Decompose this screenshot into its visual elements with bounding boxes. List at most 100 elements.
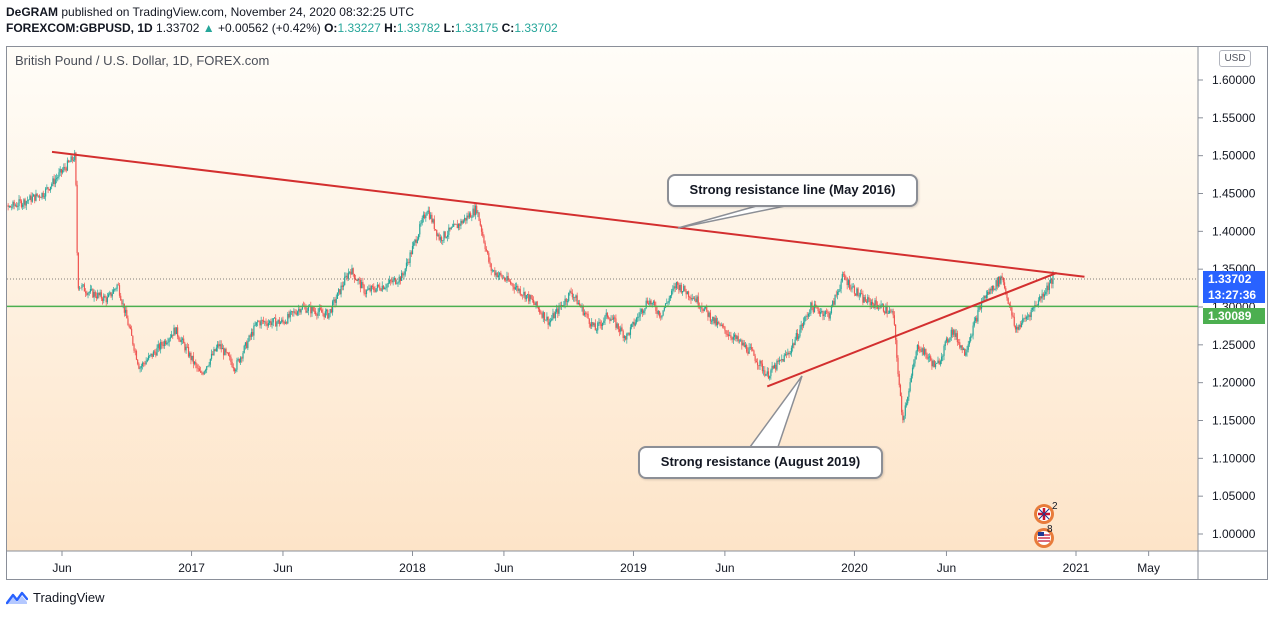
- candle-body: [59, 169, 61, 173]
- candle-body: [505, 279, 507, 281]
- candle-body: [66, 160, 69, 171]
- candle-body: [641, 309, 644, 314]
- candle-body: [925, 348, 927, 355]
- candle-body: [740, 340, 742, 341]
- candle-body: [195, 361, 197, 365]
- candle-body: [137, 359, 139, 364]
- candle-body: [513, 286, 515, 290]
- candle-body: [937, 360, 939, 363]
- candle-body: [817, 307, 819, 312]
- callout-resistance-2016[interactable]: Strong resistance line (May 2016): [667, 174, 918, 207]
- candle-body: [206, 366, 208, 371]
- candle-body: [773, 364, 776, 369]
- time-tick-label: May: [1137, 561, 1160, 575]
- candle-body: [404, 268, 406, 275]
- candle-body: [732, 336, 734, 340]
- candle-body: [726, 334, 728, 335]
- candle-body: [462, 220, 464, 224]
- candle-body: [753, 350, 755, 356]
- footer-brand[interactable]: TradingView: [6, 590, 105, 605]
- candle-body: [223, 348, 225, 356]
- candle-body: [922, 348, 925, 355]
- candle-body: [794, 339, 796, 345]
- candle-body: [143, 362, 145, 364]
- chart-title: British Pound / U.S. Dollar, 1D, FOREX.c…: [15, 53, 270, 68]
- candle-body: [367, 289, 369, 291]
- candle-body: [369, 288, 371, 292]
- candle-body: [75, 152, 77, 185]
- candle-body: [902, 412, 904, 421]
- candle-body: [945, 338, 948, 342]
- candle-body: [840, 281, 842, 289]
- candle-body: [852, 286, 854, 287]
- time-axis[interactable]: Jun 2017 Jun 2018 Jun 2019 Jun 2020 Jun 2021 May: [52, 551, 1160, 575]
- last-price-tag: 1.33702: [1203, 270, 1265, 287]
- chart-frame[interactable]: [6, 46, 1268, 580]
- callout-resistance-2019[interactable]: Strong resistance (August 2019): [638, 446, 883, 479]
- candle-body: [443, 231, 445, 241]
- candle-body: [856, 288, 858, 296]
- candle-body: [678, 284, 680, 291]
- candle-body: [52, 178, 54, 185]
- candle-body: [864, 297, 866, 302]
- candle-body: [409, 252, 411, 263]
- candle-body: [339, 289, 341, 295]
- candle-body: [407, 261, 409, 263]
- resistance-line-2016[interactable]: [51, 150, 1085, 278]
- resistance-line-2019[interactable]: [766, 272, 1057, 388]
- candle-body: [604, 315, 606, 321]
- candle-body: [270, 321, 272, 326]
- candle-body: [778, 359, 780, 362]
- candle-body: [970, 336, 972, 342]
- candle-body: [985, 294, 988, 298]
- publisher-name[interactable]: DeGRAM: [6, 5, 59, 19]
- candle-body: [122, 303, 124, 305]
- candle-body: [253, 325, 255, 336]
- candle-body: [40, 197, 42, 199]
- candle-body: [999, 276, 1001, 284]
- candle-body: [330, 309, 332, 313]
- candle-body: [356, 279, 358, 282]
- price-axis[interactable]: 1.600001.550001.500001.450001.400001.350…: [1198, 73, 1256, 541]
- candle-body: [669, 295, 671, 299]
- candle-body: [483, 235, 485, 243]
- candle-body: [744, 345, 747, 347]
- candle-body: [885, 306, 887, 314]
- candle-body: [262, 320, 265, 323]
- candle-body: [230, 356, 232, 362]
- candle-body: [569, 291, 571, 293]
- candle-body: [156, 347, 158, 356]
- candle-body: [69, 161, 71, 163]
- candle-body: [160, 342, 162, 350]
- candle-body: [424, 214, 426, 219]
- candle-body: [731, 337, 733, 340]
- economic-events[interactable]: [1032, 500, 1068, 552]
- candle-body: [368, 288, 370, 290]
- candle-body: [568, 292, 570, 302]
- currency-button[interactable]: USD: [1219, 50, 1251, 67]
- candle-body: [638, 316, 640, 318]
- candle-body: [844, 274, 846, 279]
- candle-body: [12, 201, 14, 208]
- candle-body: [470, 213, 472, 218]
- candle-body: [675, 281, 678, 289]
- support-price-tag: 1.30089: [1203, 308, 1265, 325]
- candle-body: [150, 353, 152, 356]
- candle-body: [859, 293, 862, 296]
- candle-body: [576, 295, 578, 305]
- candle-body: [163, 340, 165, 347]
- candle-body: [281, 319, 283, 323]
- candle-body: [1019, 325, 1021, 328]
- candle-body: [807, 313, 810, 317]
- candle-body: [599, 322, 601, 325]
- candle-body: [529, 295, 531, 302]
- candle-body: [82, 284, 84, 286]
- candle-body: [605, 312, 607, 316]
- candle-body: [761, 363, 764, 372]
- candle-body: [151, 353, 153, 357]
- candle-body: [213, 349, 215, 355]
- candle-body: [756, 362, 759, 366]
- candle-body: [460, 220, 462, 226]
- candle-body: [99, 292, 101, 296]
